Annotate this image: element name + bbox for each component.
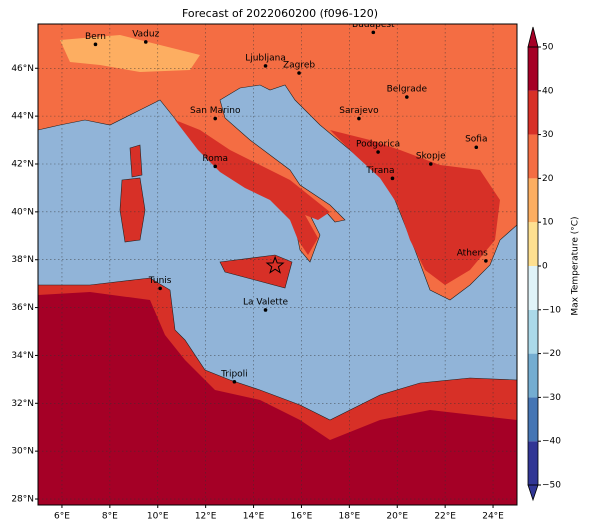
colorbar-tick-label: −30 [542, 393, 561, 403]
city-dot [474, 145, 479, 150]
x-tick-label: 14°E [243, 512, 265, 522]
title: Forecast of 2022060200 (f096-120) [182, 7, 378, 20]
x-tick-label: 16°E [291, 512, 313, 522]
y-tick-label: 30°N [11, 447, 34, 457]
city-label: Roma [202, 154, 228, 164]
italy-hot [175, 120, 330, 255]
colorbar: −50 −40 −30 −20 −10 0 10 20 30 40 50 [527, 26, 561, 502]
colorbar-extend-bottom [527, 484, 539, 502]
y-tick-label: 28°N [11, 495, 34, 505]
colorbar-extend-top [527, 26, 539, 48]
x-tick-label: 12°E [195, 512, 217, 522]
y-tick-label: 40°N [11, 207, 34, 217]
city-label: Zagreb [283, 61, 315, 71]
sardinia [119, 177, 146, 243]
city-label: Sofia [465, 135, 487, 145]
balkans-hot [330, 130, 500, 285]
y-tick-label: 36°N [11, 303, 34, 313]
colorbar-tick-label: −40 [542, 437, 561, 447]
city-label: Vaduz [132, 29, 159, 39]
city-dot [263, 64, 268, 68]
colorbar-segment [528, 47, 538, 91]
x-tick-label: 20°E [386, 512, 408, 522]
city-dot [213, 116, 218, 121]
city-dot [405, 95, 409, 99]
city-dot [390, 176, 395, 181]
city-dot [93, 42, 98, 47]
colorbar-tick-label: 50 [542, 43, 554, 53]
colorbar-tick-label: 10 [542, 218, 554, 228]
colorbar-segment [528, 90, 538, 135]
city-label: Podgorica [356, 140, 400, 150]
colorbar-segment [528, 134, 538, 179]
corsica [129, 144, 143, 178]
city-label: Tripoli [220, 369, 248, 379]
colorbar-segment [528, 222, 538, 266]
graticule [38, 24, 517, 505]
city-dot [143, 40, 148, 44]
city-dot [428, 162, 433, 166]
city-dot [158, 286, 162, 291]
city-label: Skopje [416, 151, 446, 161]
colorbar-tick-label: 0 [542, 262, 548, 272]
city-dot [297, 71, 301, 75]
y-tick-label: 42°N [11, 159, 34, 169]
city-dot [213, 164, 218, 169]
city-label: Belgrade [387, 84, 428, 94]
city-label: Athens [457, 248, 488, 258]
city-label: Bern [85, 32, 106, 42]
x-tick-label: 8°E [102, 512, 118, 522]
city-label: San Marino [190, 106, 241, 116]
colorbar-tick-label: −50 [542, 481, 561, 491]
y-tick-label: 32°N [11, 399, 34, 409]
axes: 6°E 8°E 10°E 12°E 14°E 16°E 18°E 20°E 22°E 24°E 28… [11, 64, 504, 522]
colorbar-tick-label: −20 [542, 349, 561, 359]
x-tick-label: 6°E [54, 512, 70, 522]
city-dot [371, 30, 376, 35]
x-tick-label: 24°E [482, 512, 504, 522]
colorbar-tick-label: 20 [542, 174, 554, 184]
city-dot [357, 116, 361, 121]
star-marker [265, 255, 285, 274]
map-frame [37, 23, 518, 506]
colorbar-tick-label: 30 [542, 130, 554, 140]
x-tick-label: 18°E [339, 512, 361, 522]
city-label: Tunis [148, 276, 172, 286]
city-label: La Valette [243, 297, 288, 307]
city-label: Tirana [365, 166, 394, 176]
colorbar-segment [528, 397, 538, 442]
y-tick-label: 46°N [11, 64, 34, 74]
city-dot [484, 259, 488, 263]
colorbar-label: Max Temperature (°C) [571, 216, 581, 315]
colorbar-tick-label: 40 [542, 86, 554, 96]
city-dot [376, 150, 380, 154]
y-tick-label: 44°N [11, 112, 34, 122]
city-label: Ljubljana [245, 53, 286, 63]
colorbar-segment [528, 178, 538, 223]
colorbar-segment [528, 309, 538, 354]
colorbar-tick-label: −10 [542, 305, 561, 315]
sicily [219, 254, 293, 289]
x-tick-label: 22°E [434, 512, 456, 522]
city-label: Sarajevo [339, 106, 379, 116]
y-tick-label: 38°N [11, 255, 34, 265]
y-tick-label: 34°N [11, 351, 34, 361]
colorbar-segment [528, 266, 538, 310]
city-label: Budapest [352, 20, 395, 30]
city-dot [232, 379, 237, 384]
x-tick-label: 10°E [147, 512, 169, 522]
city-dot [263, 308, 268, 312]
colorbar-segment [528, 441, 538, 485]
colorbar-segment [528, 353, 538, 398]
